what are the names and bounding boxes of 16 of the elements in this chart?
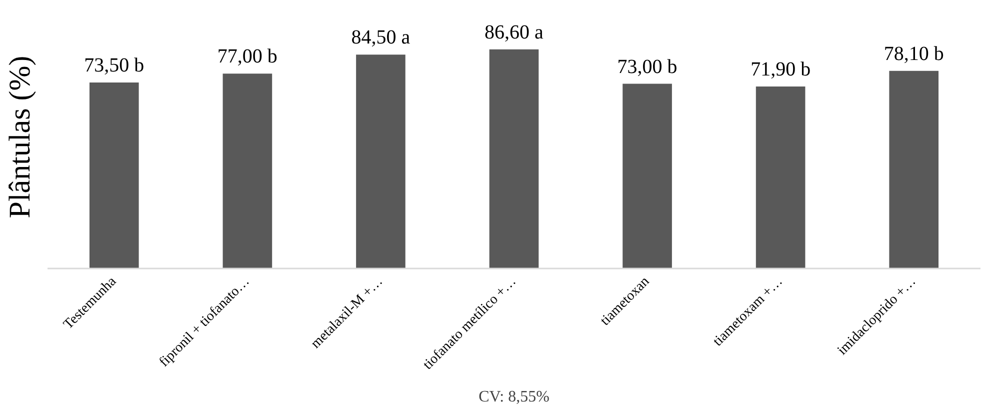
bar: [756, 86, 806, 268]
data-label: 78,10 b: [884, 42, 944, 65]
text: CV: 8,55%: [478, 388, 550, 406]
bar: [222, 74, 272, 268]
data-label: 77,00 b: [217, 46, 278, 68]
data-label: 71,90 b: [750, 58, 811, 81]
bar: [489, 49, 539, 268]
data-label: 73,00 b: [617, 56, 678, 78]
bar: [356, 54, 406, 268]
data-label: 86,60 a: [484, 21, 544, 44]
bar: [889, 70, 939, 268]
data-label: 84,50 a: [351, 26, 410, 49]
data-label: 73,50 b: [84, 54, 144, 76]
y-axis-title: Plântulas (%): [4, 56, 36, 218]
bar: [622, 84, 672, 268]
bar: [89, 82, 139, 268]
